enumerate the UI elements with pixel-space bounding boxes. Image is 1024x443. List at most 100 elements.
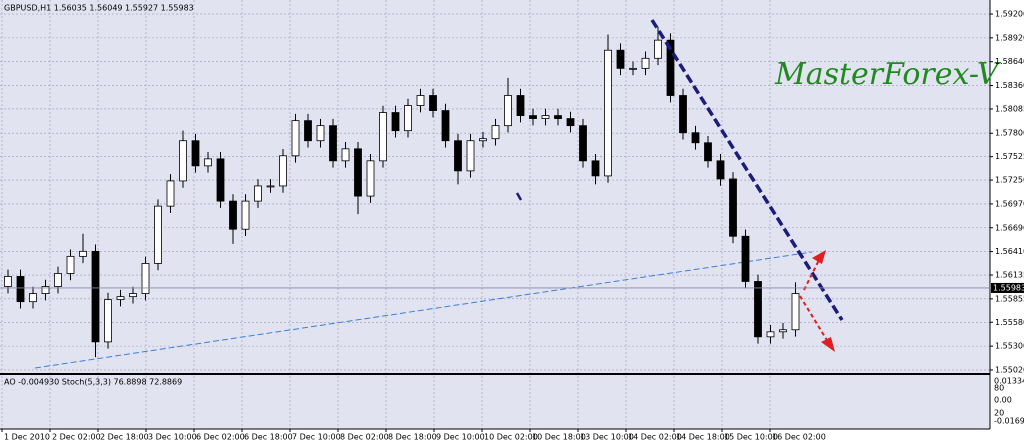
x-tick-label: 15 Dec 10:00 [724,433,778,442]
x-tick-label: 7 Dec 10:00 [292,433,341,442]
candle-body [604,49,612,177]
candle-body [616,49,625,69]
y-tick-label: 1.55580 [995,318,1024,327]
candle-body [779,329,787,333]
candle-body [704,142,712,162]
candle-body [679,95,687,134]
candle-body [279,155,287,187]
candle-body [341,148,350,162]
x-tick-label: 1 Dec 2010 [4,433,50,442]
candle-body [179,140,187,182]
arrow-down-head [821,337,835,352]
candle-body [304,120,312,142]
candle-body [416,95,425,106]
indicator-title: AO -0.004930 Stoch(5,3,3) 76.8898 72.886… [4,378,182,387]
y-tick-label: 1.55300 [995,342,1024,351]
candle-body [54,273,62,287]
support-line [34,251,813,369]
arrow-up [803,257,821,291]
y-tick-label: 1.55855 [995,294,1024,303]
candle-body [641,57,650,69]
candle-body [791,293,800,331]
y-tick-label: 1.55020 [995,365,1024,374]
candle-body [329,125,337,162]
x-tick-label: 13 Dec 10:00 [580,433,634,442]
y-tick-label: 1.56135 [995,271,1024,280]
x-tick-label: 9 Dec 10:00 [436,433,485,442]
candle-body [766,331,775,338]
candle-body [729,178,737,237]
candle-body [379,112,387,162]
candle-body [29,293,37,303]
indicator-axis-label: 20 [994,409,1004,418]
candle-body [479,138,487,142]
candle-body [266,185,275,188]
candle-body [91,250,100,343]
x-tick-label: 6 Dec 18:00 [244,433,293,442]
candle-body [66,255,75,274]
candle-body [291,120,300,157]
y-tick-label: 1.56410 [995,247,1024,256]
watermark: MasterForex-V [774,57,1002,92]
candle-body [79,250,87,257]
candle-body [691,132,700,144]
x-tick-label: 14 Dec 02:00 [628,433,682,442]
candle-body [41,286,50,294]
candle-body [229,200,237,230]
candle-body [666,39,675,96]
y-tick-label: 1.59200 [995,10,1024,19]
y-tick-label: 1.56970 [995,199,1024,208]
y-tick-label: 1.57800 [995,129,1024,138]
candle-body [429,95,437,111]
header: GBPUSD,H1 1.56035 1.56049 1.55927 1.5598… [4,4,194,13]
candle-body [579,125,587,162]
indicator-axis-label: 80 [994,384,1004,393]
candle-body [166,180,175,207]
candle-body [554,115,562,119]
candle-body [404,105,412,132]
mark [515,192,523,201]
x-tick-label: 8 Dec 18:00 [388,433,437,442]
arrow-down [799,295,829,343]
candle-body [741,235,750,282]
candle-body [316,125,325,142]
candle-body [204,158,212,167]
x-tick-label: 2 Dec 18:00 [100,433,149,442]
x-tick-label: 8 Dec 02:00 [340,433,389,442]
y-tick-label: 1.58640 [995,57,1024,66]
candle-body [716,160,725,180]
candle-body [654,39,662,59]
x-tick-label: 10 Dec 02:00 [484,433,538,442]
candle-body [529,115,537,119]
candle-body [4,276,12,287]
indicator-axis-label: -0.01694 [994,417,1024,426]
trend-line [650,19,844,321]
candle-body [491,125,500,140]
arrow-up-head [812,250,826,264]
candle-body [391,112,400,132]
indicator-axis-label: 0.00 [994,396,1012,405]
candle-body [116,296,125,301]
y-tick-label: 1.58360 [995,81,1024,90]
candles [4,26,800,358]
candle-body [441,110,450,142]
candle-body [366,160,375,197]
current-price-label: 1.55983 [993,283,1024,292]
candle-body [141,263,150,294]
candle-body [354,148,362,197]
candle-body [154,205,162,264]
plot-background [0,0,990,429]
y-tick-label: 1.58085 [995,104,1024,113]
candle-body [504,95,512,127]
candle-body [254,185,262,202]
candle-body [104,299,112,343]
y-tick-label: 1.57250 [995,176,1024,185]
candle-body [466,140,475,172]
candle-body [566,118,575,127]
candle-body [191,140,200,167]
x-tick-label: 16 Dec 02:00 [772,433,826,442]
candle-body [541,115,550,119]
candle-body [129,293,137,298]
